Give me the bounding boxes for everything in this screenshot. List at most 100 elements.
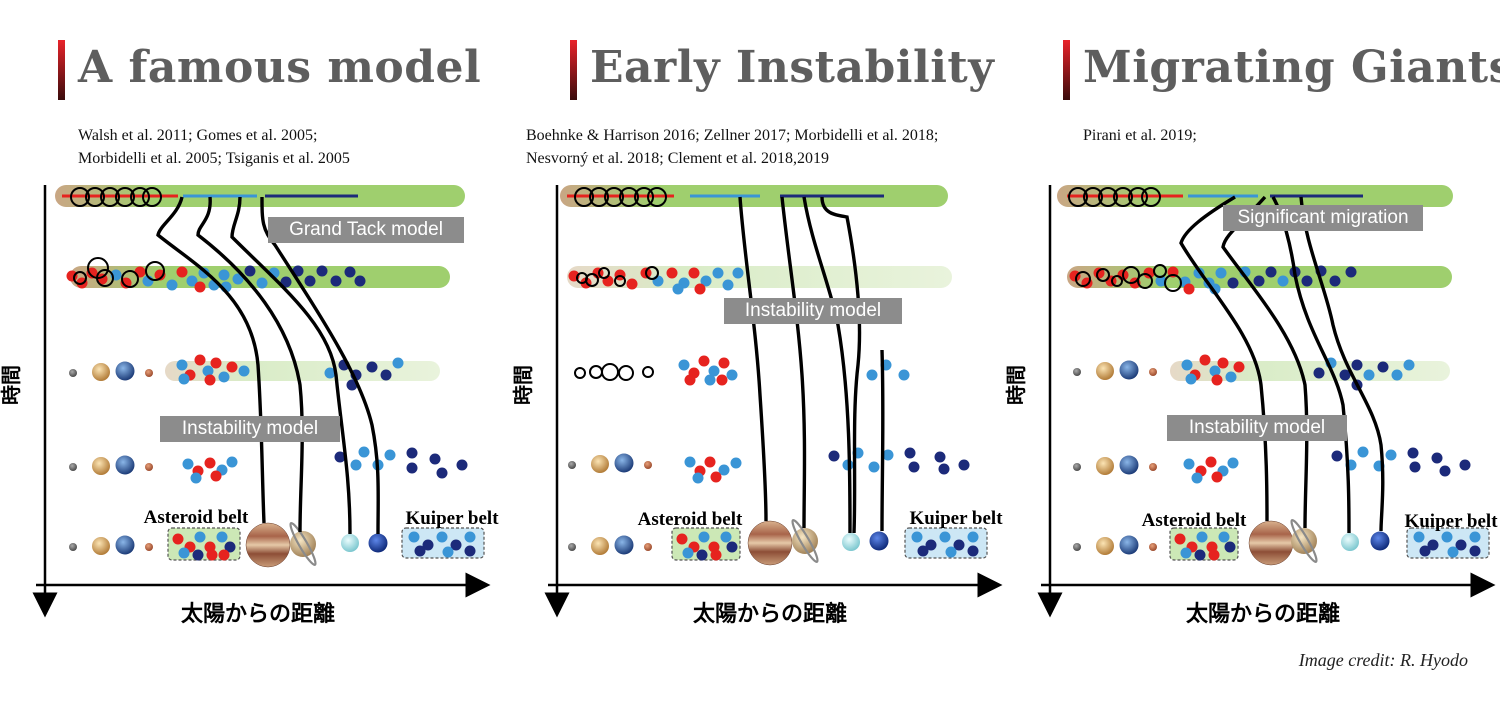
- saturn-ring: [1290, 519, 1318, 563]
- circle: [1427, 539, 1439, 551]
- circle: [429, 453, 441, 465]
- planetesimal-ring: [1141, 187, 1161, 207]
- neptune-icon: [869, 531, 889, 551]
- circle: [464, 545, 476, 557]
- kuiper-belt-label: Kuiper belt: [909, 508, 1003, 529]
- circle: [238, 365, 250, 377]
- venus-icon: [92, 537, 110, 555]
- mercury-icon: [568, 461, 576, 469]
- circle: [1183, 283, 1195, 295]
- circle: [1069, 270, 1081, 282]
- planetesimal-ring: [589, 365, 603, 379]
- circle: [206, 549, 218, 561]
- kuiper-belt-label: Kuiper belt: [405, 508, 499, 529]
- circle: [953, 539, 965, 551]
- circle: [1377, 361, 1389, 373]
- circle: [1301, 275, 1313, 287]
- planetesimal-ring: [73, 271, 87, 285]
- circle: [904, 447, 916, 459]
- mars-icon: [1149, 368, 1157, 376]
- circle: [218, 549, 230, 561]
- circle: [280, 276, 292, 288]
- circle: [828, 450, 840, 462]
- circle: [1331, 450, 1343, 462]
- planetesimal-ring: [619, 187, 639, 207]
- migration-path: [196, 196, 304, 533]
- references: Pirani et al. 2019;: [1083, 124, 1197, 147]
- circle: [406, 447, 418, 459]
- circle: [938, 463, 950, 475]
- y-axis-label: 時間: [512, 365, 535, 405]
- planetesimal-ring: [598, 267, 610, 279]
- circle: [1413, 531, 1425, 543]
- saturn-icon: [290, 531, 316, 557]
- jupiter-icon: [747, 520, 793, 566]
- planetesimal-ring: [145, 261, 165, 281]
- circle: [210, 357, 222, 369]
- migration-path: [1299, 196, 1385, 532]
- circle: [1357, 446, 1369, 458]
- circle: [1329, 275, 1341, 287]
- circle: [704, 456, 716, 468]
- circle: [226, 361, 238, 373]
- planetesimal-ring: [121, 270, 139, 288]
- circle: [186, 275, 198, 287]
- instability-model-label: Instability model: [745, 300, 881, 321]
- planetesimal-ring: [1128, 187, 1148, 207]
- circle: [710, 471, 722, 483]
- planetesimal-ring: [115, 187, 135, 207]
- circle: [1351, 359, 1363, 371]
- circle: [684, 456, 696, 468]
- circle: [1455, 539, 1467, 551]
- planetesimal-ring: [1068, 187, 1088, 207]
- planetesimal-ring: [1075, 271, 1091, 287]
- planetesimal-ring: [1083, 187, 1103, 207]
- reference-line: Walsh et al. 2011; Gomes et al. 2005;: [78, 127, 318, 144]
- circle: [194, 281, 206, 293]
- panel-title: A famous model: [78, 42, 482, 93]
- circle: [422, 539, 434, 551]
- planetesimal-ring: [576, 272, 588, 284]
- circle: [218, 269, 230, 281]
- planetesimal-ring: [130, 187, 150, 207]
- circle: [204, 457, 216, 469]
- venus-icon: [1096, 457, 1114, 475]
- migration-path: [156, 196, 266, 524]
- saturn-icon: [1291, 528, 1317, 554]
- circle: [1181, 359, 1193, 371]
- migration-path: [1221, 195, 1309, 529]
- circle: [694, 283, 706, 295]
- circle: [316, 265, 328, 277]
- planetesimal-ring: [1153, 264, 1167, 278]
- circle: [324, 367, 336, 379]
- jupiter-icon: [1248, 520, 1294, 566]
- planetesimal-ring: [647, 187, 667, 207]
- planetesimal-ring: [1137, 273, 1153, 289]
- migration-path: [230, 196, 352, 535]
- planetesimal-ring: [604, 187, 624, 207]
- reference-line: Nesvorný et al. 2018; Clement et al. 201…: [526, 150, 830, 167]
- venus-icon: [1096, 362, 1114, 380]
- circle: [666, 267, 678, 279]
- circle: [1265, 266, 1277, 278]
- neptune-icon: [368, 533, 388, 553]
- circle: [722, 279, 734, 291]
- title-accent-bar: [58, 40, 65, 100]
- circle: [172, 533, 184, 545]
- circle: [176, 359, 188, 371]
- circle: [934, 451, 946, 463]
- circle: [1191, 472, 1203, 484]
- circle: [1218, 531, 1230, 543]
- earth-icon: [614, 453, 634, 473]
- mars-icon: [145, 369, 153, 377]
- circle: [192, 549, 204, 561]
- mercury-icon: [1073, 543, 1081, 551]
- panel-famous-model: A famous model Walsh et al. 2011; Gomes …: [0, 0, 500, 712]
- circle: [226, 456, 238, 468]
- circle: [1208, 549, 1220, 561]
- circle: [1225, 371, 1237, 383]
- instability-model-label-box: [160, 416, 340, 442]
- uranus-icon: [1341, 533, 1359, 551]
- circle: [450, 539, 462, 551]
